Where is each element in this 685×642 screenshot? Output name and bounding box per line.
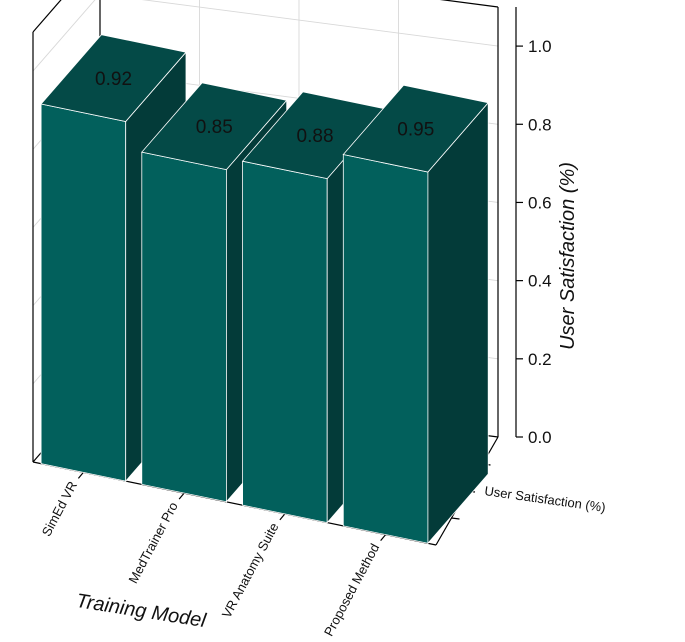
bar-4 (342, 84, 489, 545)
x-tick-label: SimEd VR (39, 479, 80, 539)
y-tick-label: 0.6 (528, 193, 552, 212)
y-tick-label: 0.4 (528, 272, 552, 291)
bar-data-label: 0.85 (196, 117, 233, 138)
y-tick-label: 0.8 (528, 115, 552, 134)
bar-data-label: 0.95 (397, 120, 434, 141)
x-tick (178, 492, 185, 500)
bars (40, 34, 489, 545)
y-tick-label: 1.0 (528, 37, 552, 56)
bar-data-label: 0.92 (95, 69, 132, 90)
bar-side-face (427, 101, 489, 545)
bar-data-label: 0.88 (297, 126, 334, 147)
x-tick (380, 534, 387, 542)
depth-tick (451, 517, 460, 520)
bar-top-face (141, 82, 288, 171)
bar-top-face (342, 84, 489, 173)
y-tick-label: 0.0 (528, 428, 552, 447)
bar-front-face (141, 151, 227, 503)
depth-axis-title: User Satisfaction (%) (484, 483, 607, 515)
bar-front-face (242, 160, 328, 524)
x-tick-label: Proposed Method (321, 541, 382, 639)
bar-top-face (40, 34, 187, 122)
grid-line-horizontal (141, 0, 499, 47)
y-axis-title: User Satisfaction (%) (557, 162, 579, 350)
axis-frame-line (32, 0, 62, 33)
x-tick-label: MedTrainer Pro (125, 499, 180, 585)
bar-front-face (40, 103, 127, 482)
x-tick-label: VR Anatomy Suite (219, 520, 282, 620)
x-axis-title: Training Model (75, 590, 208, 632)
bar-front-face (342, 154, 429, 544)
x-tick (77, 471, 84, 479)
grid-line-side (32, 0, 96, 72)
x-tick (279, 513, 286, 521)
y-tick-label: 0.2 (528, 350, 552, 369)
